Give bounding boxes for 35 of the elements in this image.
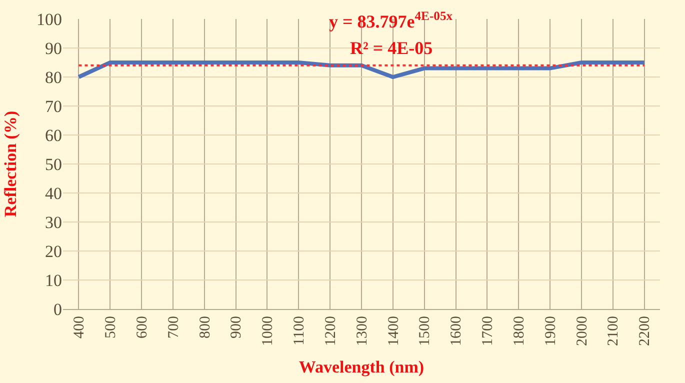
y-tick-label: 40 — [45, 184, 62, 203]
x-tick-label: 1200 — [322, 316, 339, 346]
annotation: R² = 4E-05 — [350, 38, 433, 58]
x-tick-label: 500 — [103, 316, 120, 338]
x-tick-label: 2100 — [606, 316, 622, 346]
y-tick-label: 0 — [54, 300, 62, 319]
x-tick-label: 1400 — [386, 316, 402, 346]
x-tick-label: 1300 — [354, 316, 370, 346]
y-tick-label: 80 — [45, 68, 62, 87]
x-tick-label: 700 — [166, 316, 182, 338]
y-axis-title: Reflection (%) — [1, 110, 20, 218]
annotation: y = 83.797e$^{4E-05x}$ — [329, 9, 454, 32]
x-tick-label: 400 — [72, 316, 88, 338]
x-tick-label: 2200 — [637, 316, 654, 346]
x-tick-label: 1600 — [448, 316, 465, 346]
y-tick-label: 10 — [45, 270, 62, 290]
y-tick-label: 30 — [45, 212, 62, 232]
y-tick-label: 50 — [45, 154, 62, 174]
x-tick-label: 1700 — [480, 316, 496, 346]
x-tick-label: 2000 — [574, 316, 590, 346]
y-tick-label: 90 — [45, 38, 62, 58]
x-tick-label: 1100 — [292, 316, 308, 346]
x-tick-label: 1900 — [542, 316, 559, 346]
x-tick-label: 600 — [134, 316, 150, 338]
line-series — [76, 60, 646, 79]
y-tick-label: 60 — [45, 126, 62, 145]
x-tick-label: 1500 — [417, 316, 434, 346]
x-axis-title: Wavelength (nm) — [298, 357, 424, 376]
y-tick-label: 70 — [45, 96, 62, 116]
x-tick-label: 800 — [197, 316, 214, 338]
x-tick-label: 1800 — [511, 316, 528, 346]
x-tick-label: 1000 — [260, 316, 276, 346]
y-tick-label: 100 — [36, 10, 62, 29]
x-tick-label: 900 — [228, 316, 245, 338]
y-tick-label: 20 — [45, 242, 62, 261]
